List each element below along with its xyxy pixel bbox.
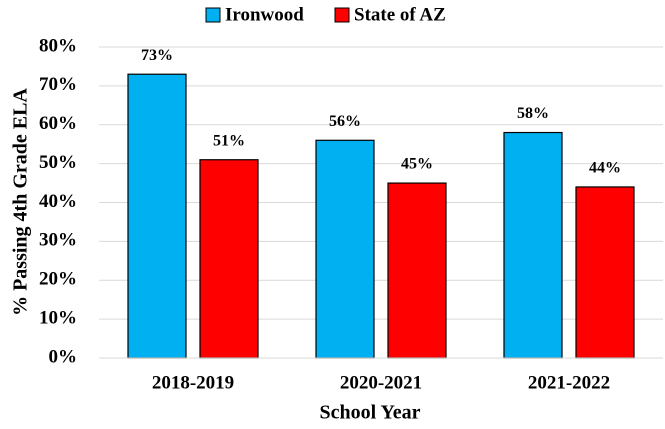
x-axis-title: School Year	[320, 402, 421, 424]
y-tick-label: 10%	[39, 307, 77, 328]
bar	[387, 182, 447, 359]
legend-swatch	[334, 7, 350, 23]
bar	[315, 139, 375, 359]
y-tick-label: 0%	[49, 346, 78, 367]
x-tick-label: 2018-2019	[152, 372, 234, 393]
value-label: 44%	[589, 160, 621, 177]
value-label: 58%	[517, 105, 549, 122]
y-tick-label: 20%	[39, 269, 77, 290]
bar	[503, 131, 563, 359]
x-tick-label: 2020-2021	[340, 372, 422, 393]
y-tick-label: 40%	[39, 191, 77, 212]
bar	[575, 186, 635, 359]
legend-label: State of AZ	[354, 4, 446, 25]
y-tick-label: 30%	[39, 230, 77, 251]
legend-label: Ironwood	[225, 4, 304, 25]
legend-swatch	[205, 7, 221, 23]
value-label: 51%	[213, 132, 245, 149]
y-tick-label: 70%	[39, 74, 77, 95]
bar	[199, 159, 259, 359]
value-label: 56%	[329, 113, 361, 130]
value-label: 73%	[141, 47, 173, 64]
y-tick-label: 60%	[39, 113, 77, 134]
y-tick-label: 80%	[39, 35, 77, 56]
x-tick-label: 2021-2022	[528, 372, 610, 393]
y-tick-label: 50%	[39, 152, 77, 173]
y-axis-title: % Passing 4th Grade ELA	[10, 88, 32, 316]
value-label: 45%	[401, 156, 433, 173]
bar	[127, 73, 187, 359]
